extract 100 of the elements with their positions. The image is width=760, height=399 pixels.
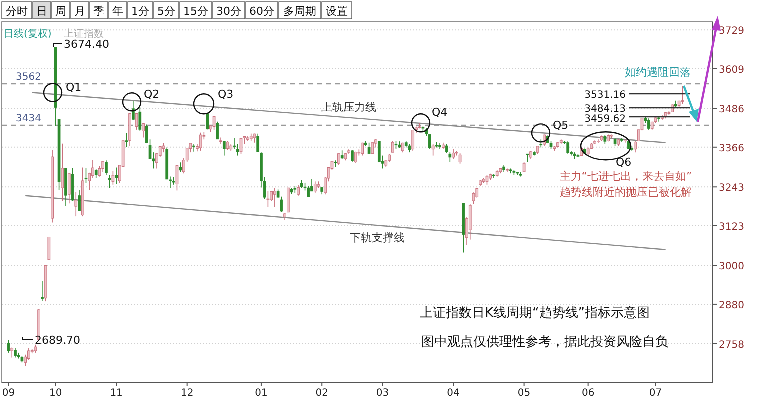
y-tick-label: 3243 bbox=[719, 183, 744, 194]
annotation: 趋势线附近的抛压已被化解 bbox=[560, 186, 692, 199]
annotation: 上证指数 bbox=[64, 28, 104, 40]
x-tick-label: 05 bbox=[518, 388, 531, 399]
annotation: Q4 bbox=[432, 106, 448, 120]
candlestick bbox=[222, 140, 226, 156]
candlestick bbox=[412, 130, 415, 152]
annotation: 3531.16 bbox=[584, 90, 626, 101]
text: 分时 bbox=[6, 5, 28, 18]
annotation: Q5 bbox=[553, 119, 569, 132]
candlestick bbox=[334, 160, 338, 168]
text: 30分 bbox=[216, 5, 242, 18]
x-tick-label: 09 bbox=[2, 388, 16, 399]
candlestick bbox=[391, 140, 394, 153]
x-tick-label: 10 bbox=[50, 388, 62, 399]
candlestick bbox=[142, 122, 145, 138]
candlestick bbox=[14, 348, 17, 358]
candlestick bbox=[486, 174, 489, 186]
candlestick bbox=[458, 152, 462, 164]
text: 季 bbox=[94, 5, 104, 18]
candlestick bbox=[78, 190, 81, 212]
candlestick bbox=[145, 124, 148, 144]
annotation: 2689.70 bbox=[35, 334, 80, 347]
text: 15分 bbox=[184, 5, 208, 18]
x-tick-label: 12 bbox=[180, 388, 194, 399]
candlestick bbox=[98, 166, 102, 178]
candlestick bbox=[634, 140, 637, 153]
x-tick-label: 06 bbox=[582, 388, 595, 399]
candlestick bbox=[135, 113, 138, 130]
annotation: Q6 bbox=[616, 156, 632, 170]
candlestick bbox=[472, 192, 476, 205]
candlestick bbox=[274, 188, 276, 208]
text: 5分 bbox=[158, 5, 176, 18]
x-tick-label: 03 bbox=[376, 388, 390, 399]
text: 日 bbox=[36, 5, 48, 18]
x-tick-label: 02 bbox=[316, 388, 328, 399]
candlestick bbox=[7, 340, 10, 354]
candlestick bbox=[216, 121, 220, 140]
candlestick bbox=[172, 177, 176, 186]
candlestick bbox=[604, 134, 607, 145]
annotation: 3459.62 bbox=[584, 114, 626, 125]
annotation: Q3 bbox=[218, 88, 234, 102]
annotation: 3484.13 bbox=[584, 104, 626, 115]
candlestick bbox=[74, 192, 78, 217]
ref-line-label: 3562 bbox=[16, 72, 42, 84]
annotation: Q1 bbox=[66, 80, 82, 94]
candlestick bbox=[41, 280, 44, 302]
y-tick-label: 3609 bbox=[719, 64, 744, 76]
candlestick bbox=[112, 170, 115, 186]
candlestick bbox=[212, 116, 216, 130]
x-tick-label: 04 bbox=[447, 388, 460, 399]
candlestick bbox=[432, 144, 435, 156]
text: 周 bbox=[56, 5, 66, 18]
candlestick bbox=[566, 140, 570, 155]
candlestick bbox=[84, 168, 88, 184]
annotation: Q2 bbox=[144, 88, 160, 102]
text: 1分 bbox=[132, 5, 150, 18]
text: 上证指数日K线周期“趋势线”指标示意图 bbox=[420, 306, 650, 321]
candlestick bbox=[108, 174, 112, 189]
candlestick bbox=[351, 150, 354, 163]
y-tick-label: 3729 bbox=[719, 26, 744, 38]
ref-line-label: 3434 bbox=[16, 113, 42, 124]
candlestick bbox=[307, 186, 310, 198]
candlestick bbox=[256, 133, 260, 153]
candlestick bbox=[452, 148, 455, 160]
text: 图中观点仅供理性参考，据此投资风险自负 bbox=[422, 335, 668, 350]
candlestick bbox=[522, 162, 526, 172]
candlestick bbox=[176, 165, 179, 192]
candlestick bbox=[314, 181, 317, 194]
series-label: 下轨支撑线 bbox=[350, 232, 406, 245]
y-tick-label: 3123 bbox=[719, 222, 744, 233]
candlestick bbox=[199, 132, 202, 152]
series-label: 上轨压力线 bbox=[322, 100, 377, 114]
annotation: 如约遇阻回落 bbox=[625, 66, 691, 79]
text: 年 bbox=[112, 5, 124, 18]
y-tick-label: 3366 bbox=[719, 143, 744, 154]
candlestick bbox=[648, 118, 650, 130]
annotation: 主力“七进七出，来去自如” bbox=[560, 170, 692, 183]
candlestick bbox=[220, 137, 222, 145]
text: 设置 bbox=[326, 5, 348, 18]
candlestick bbox=[125, 132, 128, 148]
candlestick bbox=[681, 86, 684, 104]
candlestick bbox=[48, 236, 51, 261]
text: 60分 bbox=[250, 5, 274, 18]
candlestick bbox=[94, 168, 98, 179]
candlestick bbox=[61, 143, 64, 202]
text: 多周期 bbox=[284, 5, 316, 18]
candlestick bbox=[240, 138, 243, 155]
candlestick bbox=[338, 153, 340, 166]
x-tick-label: 11 bbox=[110, 388, 123, 399]
candlestick bbox=[115, 167, 118, 185]
annotation: 日线(复权) bbox=[4, 28, 52, 40]
candlestick bbox=[297, 185, 300, 196]
y-tick-label: 2758 bbox=[719, 340, 744, 351]
text: 月 bbox=[74, 5, 86, 18]
x-tick-label: 07 bbox=[649, 388, 662, 399]
candlestick bbox=[68, 173, 71, 204]
y-tick-label: 2880 bbox=[719, 300, 744, 312]
candlestick bbox=[105, 160, 108, 176]
candlestick bbox=[361, 142, 364, 156]
